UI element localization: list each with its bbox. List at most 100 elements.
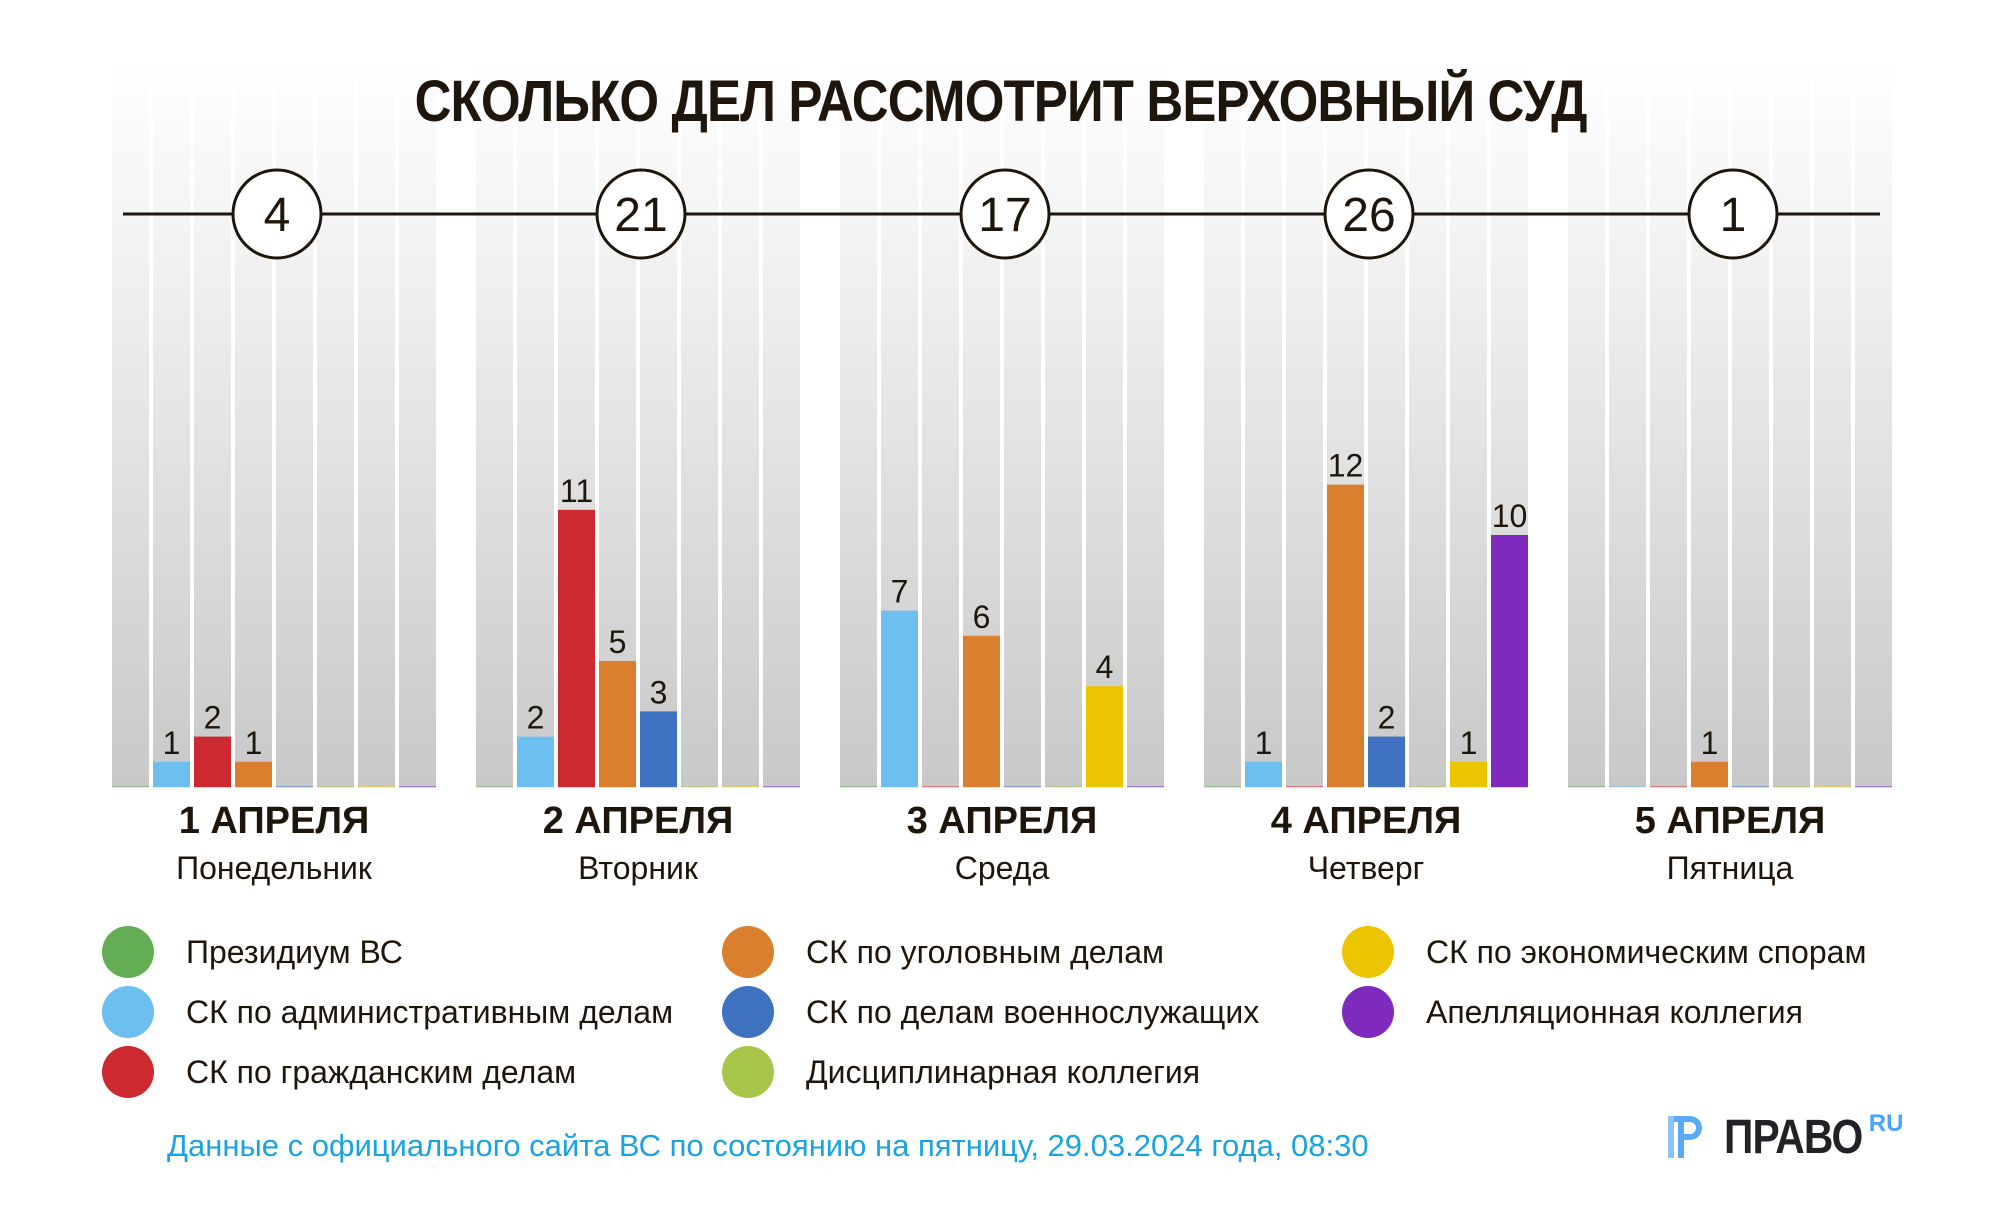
background-column <box>763 60 800 787</box>
background-column <box>1609 60 1646 787</box>
bar-value-label: 6 <box>973 599 991 635</box>
background-column <box>235 60 272 787</box>
source-note: Данные с официального сайта ВС по состоя… <box>167 1128 1369 1163</box>
legend-item: СК по гражданским делам <box>102 1046 576 1098</box>
total-circle <box>1323 168 1415 260</box>
legend-swatch-icon <box>722 1046 774 1098</box>
bar-2-2 <box>517 736 554 787</box>
bar-value-label: 7 <box>891 574 909 610</box>
background-column <box>153 60 190 787</box>
total-value: 26 <box>1342 189 1395 242</box>
legend-swatch-icon <box>102 926 154 978</box>
column-baseline <box>317 786 354 788</box>
total-value: 4 <box>264 189 291 242</box>
bar-4-2 <box>1245 761 1282 787</box>
background-column <box>840 60 877 787</box>
weekday-label: Среда <box>954 850 1050 886</box>
logo-suffix: RU <box>1868 1110 1904 1137</box>
legend-item: Апелляционная коллегия <box>1342 986 1803 1038</box>
legend-swatch-icon <box>1342 986 1394 1038</box>
legend-swatch-icon <box>1342 926 1394 978</box>
background-column <box>1286 60 1323 787</box>
total-value: 1 <box>1720 189 1747 242</box>
column-baseline <box>1127 786 1164 788</box>
total-circle <box>1687 168 1779 260</box>
bar-2-3 <box>558 509 595 787</box>
column-baseline <box>1732 786 1769 788</box>
total-value: 21 <box>614 189 667 242</box>
legend-label: СК по уголовным делам <box>806 933 1164 970</box>
bar-value-label: 5 <box>609 624 627 660</box>
column-baseline <box>1409 786 1446 788</box>
date-label: 3 АПРЕЛЯ <box>906 800 1098 842</box>
bar-value-label: 1 <box>1701 725 1719 761</box>
weekday-label: Пятница <box>1666 850 1794 886</box>
column-baseline <box>1773 786 1810 788</box>
bar-3-7 <box>1086 686 1123 787</box>
column-baseline <box>763 786 800 788</box>
column-baseline <box>840 786 877 788</box>
bar-value-label: 1 <box>1460 725 1478 761</box>
background-column <box>1773 60 1810 787</box>
weekday-label: Вторник <box>578 850 698 886</box>
legend-item: Президиум ВС <box>102 926 403 978</box>
bars <box>153 484 1728 787</box>
legend-swatch-icon <box>102 1046 154 1098</box>
column-baseline <box>681 786 718 788</box>
bar-value-label: 2 <box>204 700 222 736</box>
weekday-label: Четверг <box>1307 850 1425 886</box>
bar-value-label: 4 <box>1096 649 1114 685</box>
column-baseline <box>476 786 513 788</box>
background-column <box>517 60 554 787</box>
column-baseline <box>112 786 149 788</box>
background-column <box>1045 60 1082 787</box>
pravo-logo-icon <box>1668 1116 1708 1158</box>
bar-1-3 <box>194 736 231 787</box>
column-baseline <box>1609 786 1646 788</box>
legend-item: СК по уголовным делам <box>722 926 1164 978</box>
background-column <box>1409 60 1446 787</box>
legend-item: СК по административным делам <box>102 986 674 1038</box>
bar-1-4 <box>235 761 272 787</box>
bar-1-2 <box>153 761 190 787</box>
bar-3-2 <box>881 610 918 787</box>
background-column <box>1650 60 1687 787</box>
daily-totals: 4 21 17 26 1 <box>231 168 1779 260</box>
background-column <box>1691 60 1728 787</box>
background-column <box>1204 60 1241 787</box>
logo-text: ПРАВО <box>1724 1111 1863 1164</box>
legend-label: СК по административным делам <box>186 993 674 1030</box>
bar-2-5 <box>640 711 677 787</box>
legend-item: СК по делам военнослужащих <box>722 986 1260 1038</box>
legend-label: СК по экономическим спорам <box>1426 933 1867 970</box>
background-column <box>922 60 959 787</box>
legend-label: СК по делам военнослужащих <box>806 993 1260 1030</box>
background-column <box>1814 60 1851 787</box>
bar-value-label: 1 <box>1255 725 1273 761</box>
column-baseline <box>1286 786 1323 788</box>
legend-item: Дисциплинарная коллегия <box>722 1046 1201 1098</box>
date-label: 2 АПРЕЛЯ <box>542 800 734 842</box>
bar-value-label: 11 <box>560 473 593 509</box>
bar-3-4 <box>963 635 1000 787</box>
legend-swatch-icon <box>102 986 154 1038</box>
background-column <box>1568 60 1605 787</box>
bar-5-4 <box>1691 761 1728 787</box>
total-circle <box>959 168 1051 260</box>
column-baseline <box>1204 786 1241 788</box>
column-baseline <box>1568 786 1605 788</box>
bar-4-7 <box>1450 761 1487 787</box>
background-column <box>399 60 436 787</box>
total-circle <box>595 168 687 260</box>
date-label: 5 АПРЕЛЯ <box>1634 800 1826 842</box>
column-baseline <box>276 786 313 788</box>
column-baseline <box>399 786 436 788</box>
bar-value-label: 2 <box>527 700 545 736</box>
bar-4-5 <box>1368 736 1405 787</box>
column-baseline <box>358 786 395 788</box>
column-baseline <box>1045 786 1082 788</box>
legend-label: Дисциплинарная коллегия <box>806 1053 1201 1090</box>
bar-2-4 <box>599 661 636 787</box>
